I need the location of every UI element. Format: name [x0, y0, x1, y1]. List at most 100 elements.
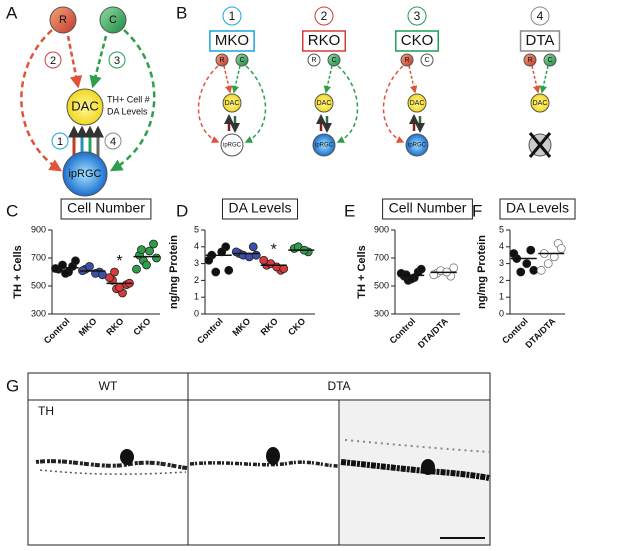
cell-body — [266, 447, 280, 465]
annotation: * — [116, 253, 122, 270]
node-label: DAC — [71, 98, 98, 113]
number-circle — [44, 51, 62, 69]
cone-node — [327, 53, 341, 67]
arrow — [323, 65, 333, 94]
arrow — [244, 65, 267, 143]
number-circle — [51, 132, 69, 150]
number-circle — [104, 132, 122, 150]
y-tick-label: 500 — [374, 280, 389, 290]
arrow — [531, 65, 541, 94]
number-circle — [108, 51, 126, 69]
genotype-label: CKO — [401, 32, 434, 49]
dot — [152, 253, 161, 263]
cell-body — [120, 449, 134, 465]
dac-node — [314, 93, 334, 113]
chart-title: Cell Number — [67, 200, 145, 216]
x-tick-label: CKO — [131, 316, 152, 337]
micrograph: WT DTA TH — [27, 372, 491, 546]
chart-title: DA Levels — [506, 200, 569, 216]
y-tick-label: 300 — [31, 308, 46, 318]
genotype-label: MKO — [215, 32, 249, 49]
node-label: ipRGC — [315, 143, 334, 149]
rod-node — [49, 6, 77, 34]
dac-node — [530, 93, 550, 113]
arrow — [223, 65, 233, 94]
x-tick-label: Control — [388, 316, 418, 346]
label-box — [394, 30, 440, 52]
dot — [516, 267, 526, 277]
fiber-band — [340, 459, 490, 481]
fiber-band — [189, 460, 339, 468]
arrow — [197, 65, 220, 143]
rod-node — [307, 53, 321, 67]
number-circle — [407, 6, 427, 26]
x-tick-label: CKO — [286, 316, 307, 337]
label-box — [519, 30, 561, 52]
dot — [556, 244, 566, 253]
node-label: C — [547, 57, 552, 64]
dot — [449, 263, 459, 273]
title-box — [60, 198, 152, 220]
number: 4 — [110, 136, 116, 148]
dac-node — [66, 88, 104, 126]
number: 4 — [537, 9, 544, 23]
dot — [522, 259, 532, 269]
label-box — [209, 30, 255, 52]
number-circle — [222, 6, 242, 26]
arrow — [382, 65, 405, 143]
node-label: C — [424, 57, 429, 64]
arrow — [109, 29, 156, 172]
stain-label: TH — [38, 404, 54, 418]
rod-node — [523, 53, 537, 67]
y-axis-label: TH + Cells — [12, 245, 24, 299]
cell-body — [421, 459, 435, 475]
y-tick-label: 1 — [194, 292, 199, 302]
panel-letter: F — [472, 201, 482, 220]
dot — [105, 273, 114, 283]
node-label: R — [219, 57, 224, 64]
fiber — [344, 439, 490, 453]
panel-letter: D — [176, 201, 188, 220]
x-tick-label: RKO — [104, 316, 125, 337]
dot — [71, 256, 80, 266]
y-axis-label: ng/mg Protein — [168, 235, 180, 309]
dot — [536, 265, 546, 275]
node-label: R — [59, 14, 67, 26]
dot — [251, 250, 261, 260]
title-box — [221, 198, 299, 220]
dot — [58, 260, 67, 270]
y-tick-label: 900 — [31, 224, 46, 234]
y-tick-label: 4 — [499, 241, 504, 251]
node-label: ipRGC — [408, 143, 427, 149]
y-tick-label: 2 — [194, 275, 199, 285]
dot — [529, 265, 539, 275]
dot — [204, 255, 214, 265]
y-tick-label: 300 — [374, 308, 389, 318]
dot — [137, 245, 146, 255]
y-axis-label: TH + Cells — [356, 245, 368, 299]
chart-title: DA Levels — [228, 200, 291, 216]
arrow — [20, 29, 63, 172]
panel-letter: B — [176, 3, 187, 22]
node-label: R — [404, 57, 409, 64]
dot — [61, 268, 70, 278]
dot — [145, 246, 154, 256]
number-circle — [314, 6, 334, 26]
y-tick-label: 700 — [374, 252, 389, 262]
arrow — [231, 65, 241, 94]
header: WT — [99, 379, 118, 393]
y-tick-label: 3 — [499, 258, 504, 268]
y-tick-label: 0 — [499, 308, 504, 318]
node-label: R — [527, 57, 532, 64]
rod-node — [215, 53, 229, 67]
iprgc-node — [312, 133, 336, 157]
y-tick-label: 5 — [499, 224, 504, 234]
arrow — [66, 35, 83, 89]
dot — [224, 265, 234, 275]
panel-letter: A — [6, 3, 18, 22]
node-label: C — [331, 57, 336, 64]
number-circle — [530, 6, 550, 26]
y-tick-label: 2 — [499, 275, 504, 285]
dot — [211, 267, 221, 277]
